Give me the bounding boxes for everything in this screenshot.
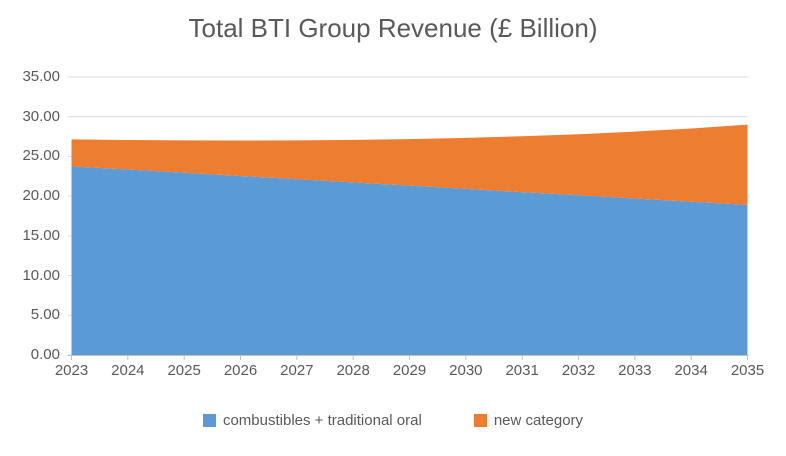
x-tick-label: 2026 xyxy=(223,362,258,379)
x-tick-label: 2024 xyxy=(111,362,145,379)
series-area-0 xyxy=(71,166,748,355)
legend: combustibles + traditional oral new categ… xyxy=(0,412,786,429)
y-tick-label: 10.00 xyxy=(22,266,60,284)
x-tick-label: 2027 xyxy=(280,362,314,379)
y-tick-label: 0.00 xyxy=(30,346,60,363)
y-tick-label: 15.00 xyxy=(22,226,60,244)
series-area-1 xyxy=(71,124,748,205)
x-tick-label: 2028 xyxy=(336,362,370,379)
y-tick-label: 25.00 xyxy=(22,147,60,165)
y-tick-label: 30.00 xyxy=(22,107,60,125)
y-tick-label: 20.00 xyxy=(22,187,60,205)
x-tick-label: 2032 xyxy=(561,362,596,379)
legend-item-1: new category xyxy=(473,412,584,429)
x-tick-label: 2031 xyxy=(505,362,539,379)
x-tick-label: 2035 xyxy=(730,362,765,379)
x-tick-label: 2030 xyxy=(449,362,483,379)
legend-item-0: combustibles + traditional oral xyxy=(202,412,422,429)
legend-label: combustibles + traditional oral xyxy=(222,412,422,429)
x-tick-label: 2025 xyxy=(167,362,201,379)
chart-title: Total BTI Group Revenue (£ Billion) xyxy=(188,13,598,43)
x-tick-label: 2033 xyxy=(618,362,652,379)
y-tick-label: 35.00 xyxy=(22,68,60,85)
legend-swatch-icon xyxy=(473,414,487,427)
x-tick-label: 2029 xyxy=(392,362,427,379)
y-tick-label: 5.00 xyxy=(30,306,60,324)
x-tick-label: 2034 xyxy=(674,362,708,379)
legend-label: new category xyxy=(493,412,584,429)
x-tick-label: 2023 xyxy=(54,362,89,379)
legend-swatch-icon xyxy=(202,414,216,427)
